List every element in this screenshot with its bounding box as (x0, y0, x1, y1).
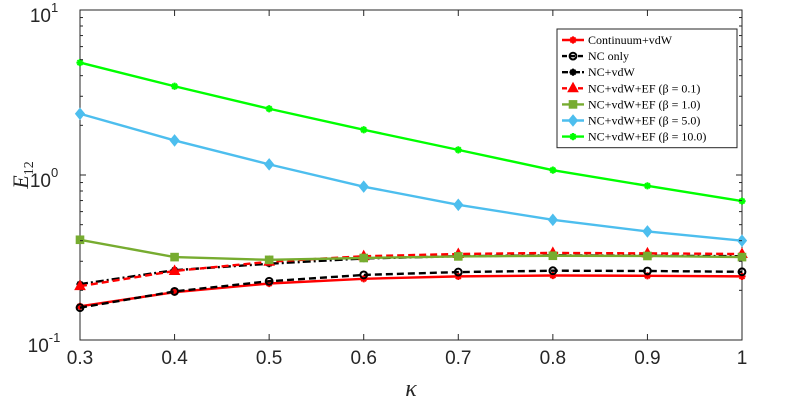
data-point (74, 279, 86, 291)
data-point (738, 272, 746, 280)
data-point (265, 279, 273, 288)
legend-label: NC+vdW+EF (β = 10.0) (588, 130, 706, 144)
legend-entry: NC+vdW+EF (β = 0.1) (562, 81, 700, 95)
data-point (74, 107, 86, 121)
legend-entry: NC+vdW+EF (β = 10.0) (562, 130, 706, 144)
x-tick-label: 1 (737, 348, 748, 369)
series-line (79, 251, 743, 288)
legend-label: Continuum+vdW (588, 33, 673, 47)
data-point (738, 197, 746, 205)
data-point (737, 252, 747, 262)
data-point (567, 81, 579, 93)
x-tick-label: 0.9 (634, 348, 660, 369)
data-point (548, 251, 558, 261)
series-line (79, 112, 743, 242)
data-point (264, 255, 274, 265)
data-point (170, 252, 179, 262)
series-2 (75, 266, 747, 313)
data-point (642, 225, 653, 238)
data-point (170, 288, 179, 296)
data-point (643, 251, 652, 261)
data-point (548, 266, 558, 276)
y-tick-label: 10-1 (28, 330, 61, 357)
legend-entry: NC+vdW+EF (β = 1.0) (562, 97, 700, 111)
series-6 (74, 107, 748, 247)
y-tick-label: 101 (30, 0, 58, 27)
data-point (737, 267, 747, 277)
data-point (76, 58, 84, 67)
data-point (359, 270, 369, 280)
data-point (643, 272, 652, 280)
legend-entry: Continuum+vdW (562, 33, 673, 47)
data-point (549, 166, 557, 174)
x-tick-label: 0.8 (540, 348, 566, 369)
data-point (75, 303, 85, 313)
data-point (643, 182, 652, 190)
data-point (76, 302, 84, 310)
data-point (569, 133, 577, 141)
data-point (569, 36, 577, 44)
data-point (453, 252, 463, 261)
data-point (265, 105, 273, 113)
series-line (79, 238, 743, 262)
data-point (568, 100, 578, 109)
x-tick-label: 0.5 (256, 348, 282, 369)
data-point (170, 287, 179, 296)
x-axis: 0.3 0.4 0.5 0.6 0.7 0.8 0.9 1 (67, 10, 748, 369)
y-axis-label-subscript: 12 (22, 161, 37, 175)
data-point (359, 253, 369, 263)
data-point (453, 198, 464, 212)
data-point (264, 276, 274, 286)
series-5 (75, 235, 747, 265)
legend-label: NC+vdW+EF (β = 5.0) (588, 114, 700, 128)
legend-box (556, 28, 738, 149)
x-tick-label: 0.4 (161, 348, 188, 369)
x-tick-label: 0.7 (445, 348, 471, 369)
data-point (358, 180, 369, 193)
series-7 (76, 58, 746, 205)
data-point (547, 213, 559, 227)
data-point (169, 134, 180, 147)
data-point (568, 51, 578, 61)
y-axis-label-main: E (8, 175, 33, 190)
y-axis: 101 100 10-1 (28, 0, 742, 357)
x-tick-label: 0.6 (351, 348, 377, 369)
legend-label: NC+vdW+EF (β = 1.0) (588, 97, 700, 111)
series-line (79, 61, 743, 203)
data-point (263, 158, 275, 171)
data-point (170, 82, 179, 90)
legend-label: NC+vdW (588, 65, 635, 79)
data-point (454, 146, 462, 154)
data-point (168, 264, 181, 275)
legend-entry: NC only (562, 49, 629, 63)
data-point (75, 235, 85, 245)
y-axis-label-group: E12 (8, 161, 37, 189)
y-tick-label: 100 (30, 165, 58, 192)
x-axis-label: κ (405, 376, 417, 402)
legend-label: NC only (588, 49, 629, 63)
data-point (643, 266, 652, 276)
legend-entry: NC+vdW+EF (β = 5.0) (562, 114, 700, 128)
data-point (569, 68, 577, 76)
series-group (74, 58, 748, 313)
legend-entry: NC+vdW (562, 65, 635, 79)
y-axis-label: E12 (8, 161, 37, 189)
data-point (549, 271, 557, 280)
data-point (360, 126, 368, 134)
data-point (453, 267, 463, 277)
legend-label: NC+vdW+EF (β = 0.1) (588, 81, 700, 95)
series-line (79, 269, 743, 309)
data-point (567, 114, 579, 127)
x-tick-label: 0.3 (67, 348, 93, 369)
legend: Continuum+vdW NC only NC+vdW NC+vdW+EF (β =… (556, 28, 738, 149)
